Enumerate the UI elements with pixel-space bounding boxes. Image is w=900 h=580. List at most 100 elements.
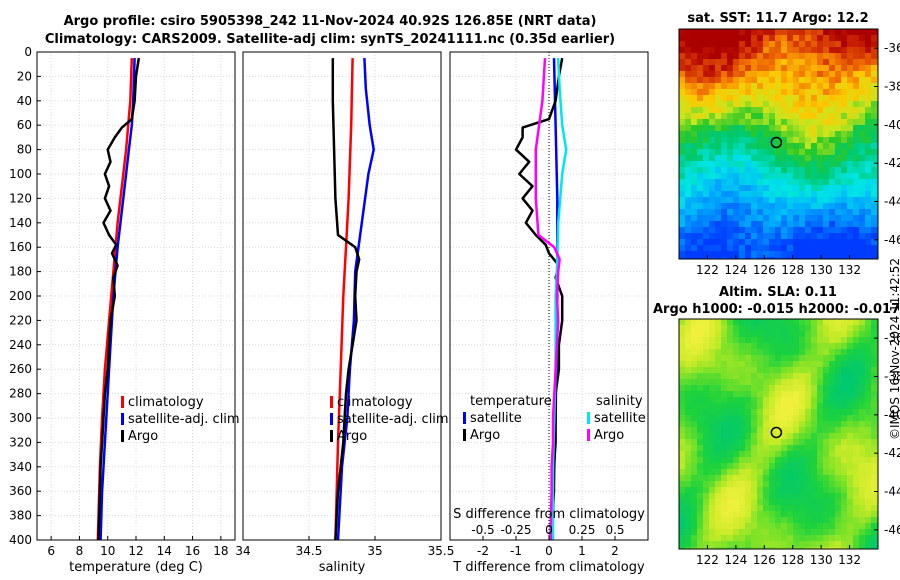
map-cell [817,481,824,488]
map-cell [823,131,830,138]
map-cell [751,197,758,204]
map-cell [745,421,752,428]
map-cell [781,119,788,126]
map-cell [865,113,872,120]
map-cell [829,149,836,156]
map-cell [769,421,776,428]
map-cell [847,185,854,192]
map-cell [793,415,800,422]
map-cell [841,71,848,78]
map-cell [745,71,752,78]
map-cell [859,361,866,368]
map-cell [763,185,770,192]
map-cell [829,511,836,518]
map-cell [751,59,758,66]
map-cell [823,427,830,434]
map-cell [703,367,710,374]
map-cell [745,35,752,42]
map-cell [721,251,728,258]
map-cell [769,113,776,120]
map-cell [685,59,692,66]
map-cell [709,529,716,536]
map-cell [739,457,746,464]
map-cell [865,191,872,198]
map-cell [793,89,800,96]
map-cell [847,155,854,162]
map-cell [853,125,860,132]
map-cell [757,481,764,488]
map-cell [739,367,746,374]
map-cell [757,47,764,54]
map-cell [733,451,740,458]
map-cell [823,337,830,344]
map-cell [841,149,848,156]
map-cell [703,221,710,228]
legend-label: Argo [128,429,158,444]
map-cell [853,367,860,374]
map-cell [751,113,758,120]
map-cell [745,349,752,356]
map-cell [733,251,740,258]
y-tick-label: 200 [9,289,32,303]
map-cell [811,65,818,72]
map-cell [763,319,770,326]
map-cell [757,107,764,114]
map-cell [823,149,830,156]
map-cell [679,547,686,550]
map-cell [727,379,734,386]
map-cell [775,547,782,550]
map-cell [721,131,728,138]
map-cell [733,331,740,338]
map-cell [787,439,794,446]
map-cell [739,505,746,512]
map-cell [727,481,734,488]
map-cell [823,221,830,228]
map-cell [841,59,848,66]
map-cell [751,517,758,524]
map-cell [805,397,812,404]
map-cell [703,493,710,500]
map-cell [853,245,860,252]
legend-swatch [463,412,466,424]
map-cell [793,167,800,174]
map-cell [829,209,836,216]
map-cell [721,197,728,204]
map-cell [871,433,878,440]
map-cell [799,385,806,392]
map-cell [793,529,800,536]
map-cell [811,319,818,326]
map-cell [769,119,776,126]
map-cell [691,487,698,494]
map-cell [685,529,692,536]
map-cell [715,439,722,446]
map-cell [733,137,740,144]
map-cell [745,493,752,500]
map-cell [853,547,860,550]
map-cell [721,349,728,356]
map-cell [871,59,878,66]
map-cell [733,343,740,350]
map-cell [691,227,698,234]
map-cell [817,173,824,180]
map-cell [787,215,794,222]
map-cell [841,535,848,542]
map-cell [835,215,842,222]
map-cell [823,185,830,192]
map-cell [775,173,782,180]
map-cell [721,331,728,338]
map-cell [763,41,770,48]
map-cell [817,29,824,36]
map-cell [709,83,716,90]
map-cell [865,35,872,42]
map-cell [823,47,830,54]
map-cell [841,529,848,536]
map-cell [739,59,746,66]
map-cell [691,95,698,102]
map-cell [781,535,788,542]
map-cell [799,47,806,54]
map-cell [811,71,818,78]
map-cell [751,469,758,476]
map-cell [715,349,722,356]
map-cell [817,203,824,210]
map-cell [787,505,794,512]
